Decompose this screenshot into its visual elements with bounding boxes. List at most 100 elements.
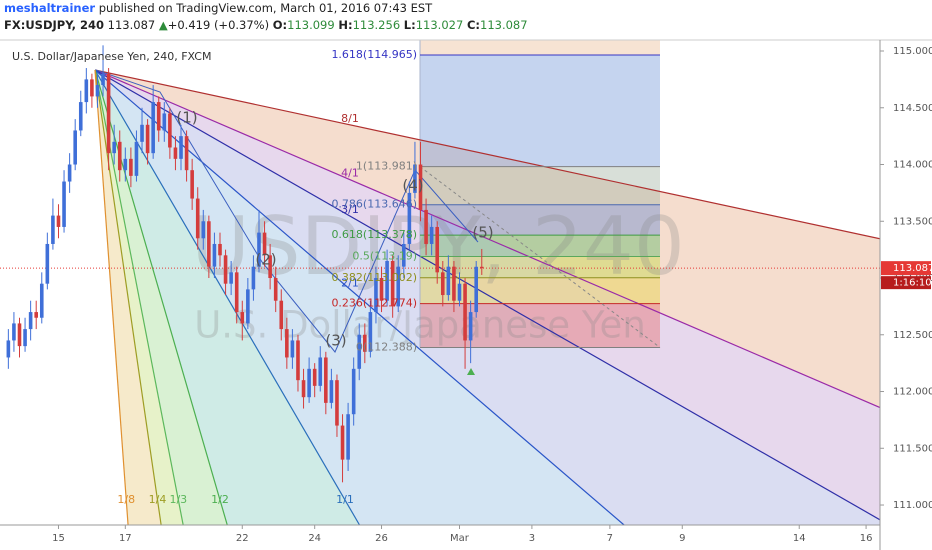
fan-label: 4/1	[341, 167, 359, 180]
candle-body	[446, 266, 451, 296]
fan-label: 3/1	[341, 203, 359, 216]
y-tick-label: 111.000	[893, 500, 932, 511]
candle-body	[12, 323, 16, 341]
ohlc-label: L:	[403, 18, 416, 32]
candle-body	[117, 141, 122, 171]
wave-path	[95, 69, 479, 353]
candle-body	[363, 334, 367, 352]
candle-body	[145, 124, 150, 154]
candle-body	[401, 243, 406, 267]
candle-body	[51, 215, 55, 244]
candle-body	[73, 130, 77, 165]
last-price: 113.087	[107, 18, 156, 32]
fib-top	[420, 40, 660, 55]
y-tick-label: 111.500	[893, 443, 932, 454]
candle-body	[435, 226, 440, 273]
countdown-tag	[881, 276, 931, 290]
fib-label: 0.382(113.002)	[331, 271, 417, 284]
ohlc-label: O:	[272, 18, 288, 32]
author[interactable]: meshaltrainer	[4, 1, 96, 15]
candle-body	[112, 141, 116, 154]
ohlc-value: 113.087	[480, 18, 528, 32]
candle-body	[379, 278, 384, 301]
chart-title: U.S. Dollar/Japanese Yen, 240, FXCM	[12, 50, 211, 63]
candle-body	[240, 312, 245, 324]
fib-label: 0.786(113.646)	[331, 198, 417, 211]
candle-body	[335, 380, 339, 426]
symbol: FX:USDJPY, 240	[4, 18, 104, 32]
change: +0.419 (+0.37%)	[167, 18, 270, 32]
candle-body	[62, 181, 66, 227]
x-tick-label: 17	[119, 533, 132, 544]
marker	[467, 368, 475, 375]
candle-body	[207, 221, 211, 267]
fan-label: 2/1	[341, 276, 359, 289]
candle-body	[346, 414, 350, 460]
candle-body	[318, 357, 323, 386]
candle-body	[78, 102, 83, 131]
fib-label: 0.5(113.19)	[352, 249, 417, 262]
fan-line	[94, 69, 625, 525]
fib-band	[420, 256, 660, 278]
candle-body	[262, 232, 267, 256]
x-tick-label: Mar	[450, 533, 470, 544]
candle-body	[39, 283, 44, 318]
watermark-subtitle: U.S. Dollar/Japanese Yen	[194, 304, 646, 347]
fan-fill	[95, 70, 880, 525]
fib-band	[420, 54, 660, 167]
wave-label: (3)	[325, 332, 346, 350]
candle-body	[223, 255, 228, 284]
candle-body	[129, 158, 133, 176]
candle-body	[324, 357, 328, 403]
candle-body	[234, 272, 239, 313]
symbol-line: FX:USDJPY, 240 113.087 ▲+0.419 (+0.37%) …	[4, 17, 528, 34]
candle-body	[418, 164, 423, 210]
candle-body	[390, 260, 395, 307]
fan-label: 1/2	[211, 493, 229, 506]
fan-label: 1/1	[336, 493, 354, 506]
x-tick-label: 26	[375, 533, 388, 544]
change-arrow: ▲	[158, 18, 168, 32]
candle-body	[173, 147, 178, 159]
candle-body	[17, 323, 22, 347]
header: meshaltrainer published on TradingView.c…	[4, 0, 528, 34]
wave-label: (5)	[472, 224, 493, 242]
candle-body	[357, 334, 362, 369]
fan-line	[94, 69, 880, 409]
candle-body	[201, 221, 206, 239]
price-tag-label: 113.087	[893, 263, 932, 274]
y-tick-label: 114.500	[893, 103, 932, 114]
watermark: USDJPY, 240 U.S. Dollar/Japanese Yen	[191, 200, 684, 347]
candle-body	[140, 124, 144, 142]
x-tick-label: 9	[679, 533, 685, 544]
y-tick-label: 114.000	[893, 160, 932, 171]
candle-body	[296, 340, 300, 381]
x-tick-label: 16	[860, 533, 873, 544]
candle-body	[218, 243, 222, 256]
candle-body	[28, 312, 33, 330]
fib-label: 1.618(114.965)	[331, 48, 417, 61]
candle-body	[279, 300, 284, 330]
candle-body	[385, 260, 389, 301]
candle-body	[413, 164, 417, 193]
x-tick-label: 22	[236, 533, 249, 544]
candle-body	[34, 312, 39, 318]
candle-body	[312, 368, 317, 386]
x-tick-label: 15	[52, 533, 65, 544]
lines	[0, 54, 880, 525]
candle-body	[285, 329, 289, 358]
fan-line	[94, 69, 129, 525]
header-line: meshaltrainer published on TradingView.c…	[4, 0, 528, 17]
candle-body	[479, 266, 484, 269]
candle-body	[162, 113, 167, 131]
y-tick-label: 115.000	[893, 46, 932, 57]
fib-label: 0(112.388)	[356, 340, 417, 353]
candle-body	[374, 278, 378, 313]
wave-label: (1)	[176, 109, 197, 127]
candle-body	[301, 380, 306, 398]
candle-body	[156, 102, 161, 131]
candle-body	[251, 266, 256, 290]
candles	[6, 45, 484, 483]
x-tick-label: 3	[529, 533, 535, 544]
